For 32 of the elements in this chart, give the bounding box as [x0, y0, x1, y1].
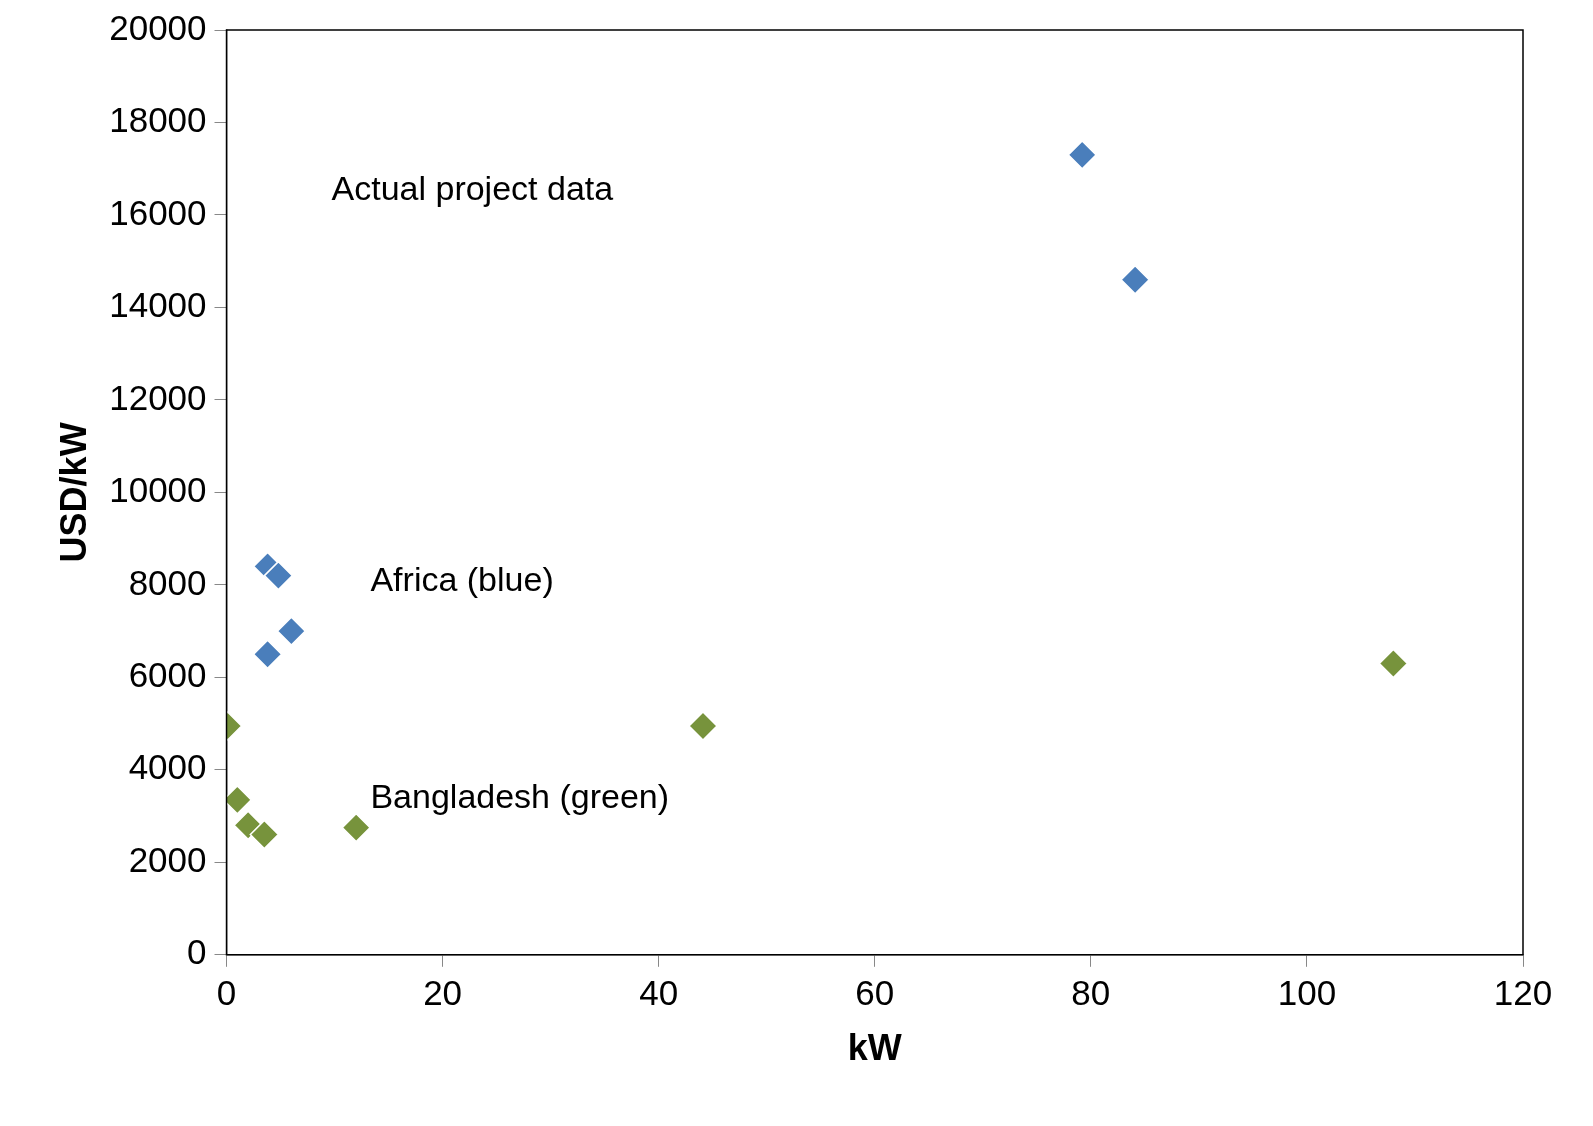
x-tick-label: 60 [855, 973, 895, 1013]
y-tick-label: 16000 [109, 192, 207, 232]
y-tick-label: 6000 [128, 655, 207, 695]
x-tick-label: 0 [216, 973, 237, 1013]
y-tick-label: 4000 [128, 747, 207, 787]
y-tick-label: 10000 [109, 470, 207, 510]
point [276, 616, 307, 646]
y-tick-label: 12000 [109, 377, 207, 417]
y-tick-label: 8000 [128, 562, 207, 602]
point [341, 812, 371, 843]
y-tick-label: 0 [187, 932, 207, 972]
point [1378, 648, 1409, 679]
point [1067, 140, 1097, 170]
point [252, 639, 283, 669]
x-tick-label: 20 [423, 973, 463, 1013]
point [249, 819, 280, 850]
x-tick-label: 80 [1071, 973, 1111, 1013]
y-tick-label: 2000 [128, 839, 207, 879]
text: Africa (blue) [370, 560, 554, 599]
point [263, 560, 294, 591]
x-tick-label: 40 [639, 973, 679, 1013]
x-tick-label: 120 [1493, 973, 1553, 1013]
annotation: Actual project data [331, 169, 614, 208]
y-tick-label: 18000 [109, 100, 207, 140]
series-label: Bangladesh (green) [370, 776, 670, 815]
point [1120, 264, 1150, 295]
y-tick-label: 20000 [109, 7, 207, 47]
y-axis-title: USD/kW [52, 422, 94, 563]
y-tick-label: 14000 [109, 285, 207, 325]
point [688, 711, 718, 741]
x-axis-title: kW [847, 1027, 902, 1069]
x-tick-label: 100 [1277, 973, 1337, 1013]
